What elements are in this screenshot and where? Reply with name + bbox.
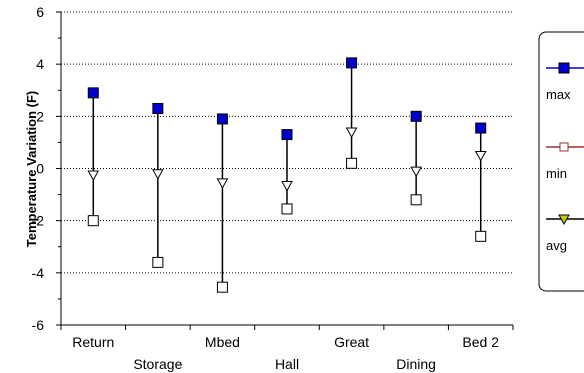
avg-point-0: [87, 170, 100, 182]
min-point-0: [87, 215, 99, 227]
data-markers: [87, 57, 487, 293]
axis-labels: -6 -4 -2 0 2 4 6 Return Storage Mbed Hall Great Dini…: [32, 4, 500, 372]
max-point-3: [281, 129, 293, 141]
legend-marker-min: [559, 142, 569, 152]
max-point-2: [216, 113, 228, 125]
category-label-5: Dining: [396, 356, 436, 372]
y-tick-label: -6: [32, 317, 45, 333]
y-tick-label: -2: [32, 213, 45, 229]
max-point-6: [475, 122, 487, 134]
min-point-4: [346, 157, 358, 169]
category-label-6: Bed 2: [462, 334, 499, 350]
legend-label-max: max: [546, 87, 571, 102]
avg-point-2: [216, 178, 229, 189]
min-point-6: [475, 230, 487, 242]
legend-label-min: min: [546, 166, 567, 181]
category-label-0: Return: [72, 334, 114, 350]
y-tick-label: 2: [36, 108, 44, 124]
avg-point-4: [345, 127, 358, 139]
min-point-2: [216, 281, 228, 293]
y-tick-label: 4: [36, 56, 44, 72]
y-tick-label: -4: [32, 265, 45, 281]
category-label-1: Storage: [133, 356, 182, 372]
range-lines: [92, 62, 482, 288]
min-point-3: [281, 203, 293, 215]
avg-point-6: [474, 150, 487, 162]
max-point-5: [410, 110, 422, 122]
legend-marker-max: [558, 62, 570, 74]
avg-point-3: [281, 180, 293, 192]
category-label-2: Mbed: [205, 334, 240, 350]
legend-marker-avg: [558, 214, 570, 226]
y-axis-title: Temperature Variation (F): [24, 91, 39, 248]
y-tick-label: 0: [36, 161, 44, 177]
legend-label-avg: avg: [546, 238, 567, 253]
category-label-4: Great: [334, 334, 369, 350]
max-point-1: [152, 103, 164, 115]
avg-point-5: [410, 166, 422, 178]
avg-point-1: [152, 169, 164, 180]
legend: max min avg: [538, 31, 584, 292]
y-tick-label: 6: [36, 4, 44, 20]
max-point-4: [346, 57, 358, 69]
min-point-1: [152, 256, 164, 268]
axes: [56, 11, 514, 330]
legend-box: [538, 31, 584, 292]
min-point-5: [410, 194, 422, 206]
category-label-3: Hall: [275, 356, 299, 372]
max-point-0: [87, 87, 99, 99]
